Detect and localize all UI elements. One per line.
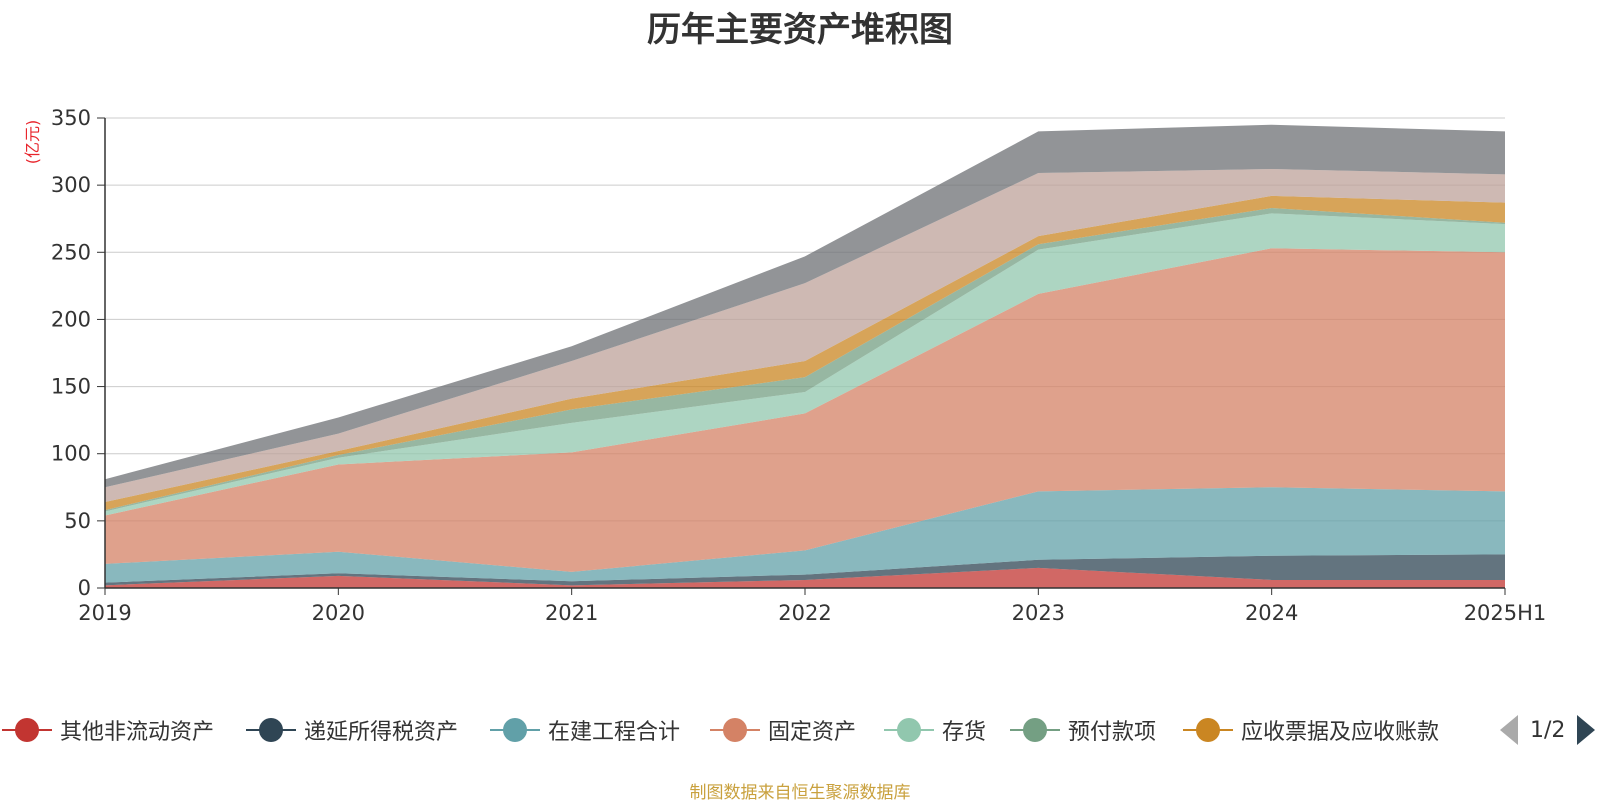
legend-label: 存货: [942, 720, 987, 745]
y-tick-label: 300: [51, 173, 91, 197]
y-tick-label: 0: [78, 576, 91, 600]
legend-pager: 1/2: [1500, 712, 1596, 748]
legend-item[interactable]: 其他非流动资产: [2, 712, 214, 748]
legend-label: 应收票据及应收账款: [1241, 720, 1440, 745]
legend-swatch-icon: [884, 712, 934, 748]
x-tick-label: 2024: [1245, 601, 1298, 625]
x-tick-label: 2025H1: [1464, 601, 1547, 625]
legend-item[interactable]: 存货: [884, 712, 986, 748]
x-tick-label: 2020: [312, 601, 365, 625]
legend-label: 递延所得税资产: [304, 720, 459, 745]
y-tick-label: 100: [51, 442, 91, 466]
legend-swatch-icon: [1183, 712, 1233, 748]
legend-page-indicator: 1/2: [1530, 717, 1566, 743]
area-series-2[interactable]: [105, 487, 1505, 583]
legend-swatch-icon: [490, 712, 540, 748]
chart-title: 历年主要资产堆积图: [647, 10, 953, 50]
axis-layer: 0 50 100 150 200 250 300 350 2019 2020 2021 2022 202…: [51, 106, 1546, 625]
legend-label: 在建工程合计: [548, 720, 681, 745]
y-axis-unit-label: (亿元): [23, 120, 42, 165]
y-tick-label: 200: [51, 307, 91, 331]
legend-item[interactable]: 固定资产: [710, 712, 856, 748]
legend-next-page-icon[interactable]: [1577, 715, 1596, 745]
legend-item[interactable]: 预付款项: [1010, 712, 1156, 748]
area-series-3[interactable]: [105, 248, 1505, 572]
y-tick-label: 150: [51, 375, 91, 399]
area-series-7[interactable]: [105, 169, 1505, 503]
area-series-5[interactable]: [105, 207, 1505, 512]
y-tick-label: 50: [64, 509, 91, 533]
legend-item[interactable]: 应收票据及应收账款: [1183, 712, 1439, 748]
x-tick-label: 2023: [1012, 601, 1065, 625]
legend-item[interactable]: 递延所得税资产: [246, 712, 458, 748]
legend-swatch-icon: [246, 712, 296, 748]
source-note: 制图数据来自恒生聚源数据库: [689, 783, 911, 803]
legend-swatch-icon: [1010, 712, 1060, 748]
y-tick-label: 350: [51, 106, 91, 130]
legend-label: 其他非流动资产: [60, 720, 215, 745]
legend-swatch-icon: [710, 712, 760, 748]
area-series-1[interactable]: [105, 554, 1505, 586]
legend-label: 固定资产: [768, 720, 857, 745]
y-tick-label: 250: [51, 240, 91, 264]
area-series-6[interactable]: [105, 195, 1505, 511]
legend-swatch-icon: [2, 712, 52, 748]
x-tick-label: 2022: [778, 601, 831, 625]
x-tick-label: 2019: [78, 601, 131, 625]
legend-item[interactable]: 在建工程合计: [490, 712, 680, 748]
x-tick-label: 2021: [545, 601, 598, 625]
legend: 其他非流动资产 递延所得税资产 在建工程合计 固定资产 存货 预付款项 应收票据及应收账款 …: [0, 712, 1600, 748]
stacked-area-chart: 0 50 100 150 200 250 300 350 2019 2020 2021 2022 202…: [23, 106, 1546, 625]
legend-prev-page-icon[interactable]: [1500, 715, 1518, 745]
area-series-4[interactable]: [105, 213, 1505, 516]
area-series-8[interactable]: [105, 124, 1505, 488]
legend-label: 预付款项: [1068, 720, 1157, 745]
area-series-0[interactable]: [105, 567, 1505, 588]
area-layer: [105, 124, 1505, 588]
